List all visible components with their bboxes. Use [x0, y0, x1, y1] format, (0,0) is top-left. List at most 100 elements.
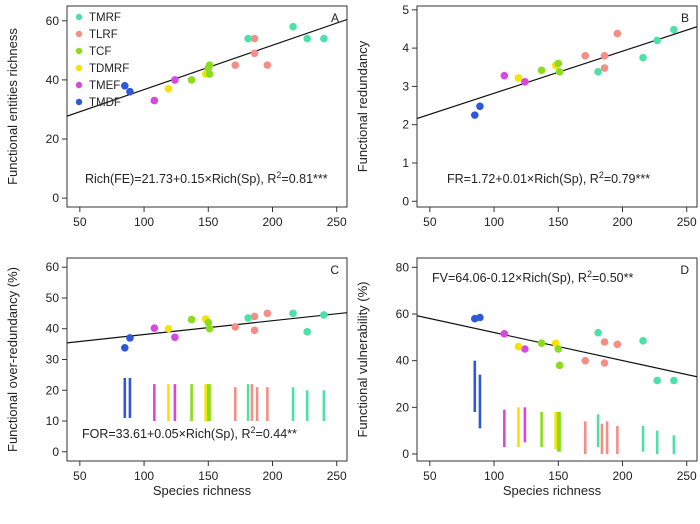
data-point — [303, 328, 311, 336]
data-point — [500, 330, 509, 338]
data-point — [639, 53, 647, 62]
data-point — [231, 61, 240, 69]
data-point — [150, 324, 159, 332]
data-point — [554, 345, 563, 353]
data-point — [581, 51, 590, 60]
x-tick-label: 250 — [677, 469, 697, 483]
data-point — [289, 22, 297, 31]
y-tick-label: 20 — [46, 132, 60, 146]
y-axis-label: Functional entities richness — [5, 28, 20, 185]
x-tick-label: 250 — [677, 215, 697, 229]
data-point — [551, 339, 560, 347]
panel-letter: A — [331, 11, 339, 25]
data-point — [670, 376, 678, 385]
data-point — [600, 338, 609, 346]
data-point — [555, 361, 564, 370]
x-axis-label: Species richness — [503, 483, 602, 498]
data-point — [126, 334, 134, 342]
x-tick-label: 150 — [548, 215, 568, 229]
y-tick-label: 20 — [46, 383, 60, 397]
panel-letter: D — [680, 263, 689, 277]
plot-frame — [416, 5, 698, 208]
data-point — [150, 96, 159, 105]
data-point — [470, 111, 479, 119]
panel-B: 50 100 150 200 250 0 1 2 3 4 5 Functional redundanc… — [355, 3, 698, 229]
data-point — [555, 68, 564, 76]
data-point — [521, 78, 529, 86]
regression-equation: FV=64.06-0.12×Rich(Sp), R2=0.50** — [432, 269, 633, 285]
data-point — [521, 345, 529, 353]
data-point — [670, 25, 678, 34]
data-layer — [417, 25, 697, 120]
x-tick-label: 50 — [73, 215, 87, 229]
data-point — [164, 84, 173, 93]
plot-frame — [416, 257, 698, 462]
data-point — [171, 76, 179, 84]
panel-C: 50 100 150 200 250 0 10 20 30 40 50 60 Functional ov… — [5, 257, 348, 498]
x-tick-label: 100 — [134, 215, 154, 229]
plot-frame — [66, 5, 348, 208]
x-tick-label: 250 — [327, 469, 347, 483]
panel-A: 50 100 150 200 250 0 20 40 60 Functional entities… — [5, 5, 348, 229]
data-layer — [417, 313, 697, 454]
data-point — [581, 356, 590, 365]
x-tick-label: 100 — [134, 469, 154, 483]
data-point — [250, 49, 259, 58]
data-point — [600, 359, 609, 367]
y-tick-label: 1 — [402, 156, 409, 170]
y-tick-label: 30 — [46, 353, 60, 367]
x-tick-label: 150 — [548, 469, 568, 483]
data-point — [250, 34, 259, 43]
data-point — [500, 71, 509, 80]
x-tick-label: 100 — [484, 215, 504, 229]
data-point — [537, 66, 546, 75]
y-tick-label: 3 — [402, 79, 409, 93]
data-point — [320, 34, 328, 43]
data-point — [600, 64, 609, 72]
legend: TMRF TLRF TCF TDMRF TMEF TMDF — [75, 12, 129, 109]
x-tick-label: 250 — [327, 215, 347, 229]
x-tick-label: 200 — [262, 215, 282, 229]
legend-marker — [75, 81, 83, 89]
data-point — [594, 68, 602, 76]
y-tick-label: 4 — [402, 41, 409, 55]
y-tick-label: 60 — [46, 260, 60, 274]
data-point — [120, 82, 129, 90]
data-point — [204, 318, 213, 327]
legend-marker — [75, 64, 83, 72]
legend-marker — [75, 98, 83, 106]
x-tick-label: 200 — [612, 215, 632, 229]
y-tick-label: 10 — [46, 414, 60, 428]
data-point — [303, 34, 311, 43]
data-point — [250, 326, 259, 335]
y-tick-label: 80 — [396, 260, 410, 274]
data-point — [653, 376, 661, 385]
data-point — [263, 309, 272, 318]
panel-D: 50 100 150 200 250 0 20 40 60 80 Functional vulner… — [355, 257, 698, 498]
x-tick-label: 150 — [198, 469, 218, 483]
x-tick-label: 100 — [484, 469, 504, 483]
legend-marker — [75, 13, 83, 21]
data-point — [126, 87, 134, 96]
y-tick-label: 20 — [396, 400, 410, 414]
y-tick-label: 50 — [46, 291, 60, 305]
y-axis-label: Functional over-redundancy (%) — [5, 267, 20, 452]
legend-label: TDMRF — [89, 63, 129, 75]
data-point — [120, 344, 129, 352]
data-point — [320, 311, 328, 319]
data-point — [250, 312, 259, 321]
data-point — [613, 29, 622, 38]
y-axis-label: Functional redundancy — [355, 40, 370, 172]
x-tick-label: 50 — [423, 469, 437, 483]
data-point — [613, 340, 622, 349]
y-tick-label: 40 — [46, 322, 60, 336]
regression-equation: FR=1.72+0.01×Rich(Sp), R2=0.79*** — [447, 170, 650, 186]
panel-letter: B — [681, 11, 689, 25]
y-tick-label: 40 — [46, 73, 60, 87]
x-tick-label: 50 — [73, 469, 87, 483]
data-point — [187, 315, 196, 324]
x-tick-label: 200 — [262, 469, 282, 483]
legend-label: TMRF — [89, 12, 121, 24]
data-point — [600, 51, 609, 60]
